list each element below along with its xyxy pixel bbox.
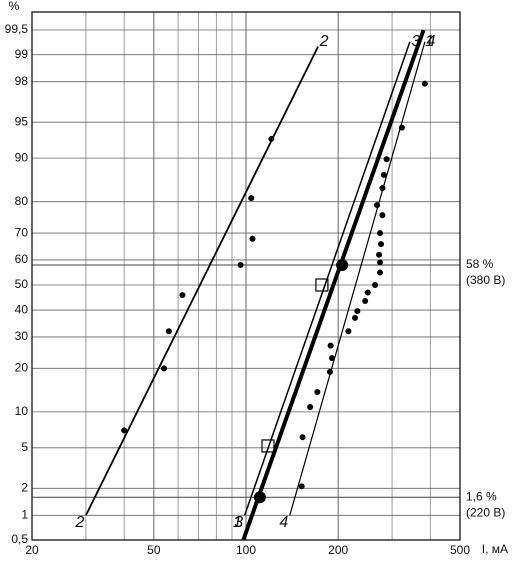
data-point	[379, 212, 386, 219]
data-point	[377, 259, 384, 266]
highlight-point	[253, 491, 266, 504]
data-point	[364, 289, 371, 296]
data-point	[377, 230, 384, 237]
highlight-point	[336, 259, 349, 272]
data-point	[165, 328, 172, 335]
data-point	[249, 235, 256, 242]
annotation: (380 В)	[466, 273, 505, 287]
data-point	[379, 185, 386, 192]
line-label: 4	[426, 33, 435, 50]
line-label: 2	[319, 33, 329, 50]
y-tick-label: 5	[21, 440, 28, 454]
data-point	[374, 202, 381, 209]
y-tick-label: 98	[15, 74, 29, 88]
y-tick-label: 2	[21, 480, 28, 494]
plot-frame	[31, 11, 461, 541]
data-point	[398, 124, 405, 131]
data-point	[248, 195, 255, 202]
y-tick-label: 60	[15, 252, 29, 266]
data-point	[377, 241, 384, 248]
data-point	[179, 291, 186, 298]
x-tick-label: 20	[25, 543, 39, 557]
data-point	[372, 282, 379, 288]
y-tick-label: 20	[15, 360, 29, 374]
square-point	[315, 278, 329, 292]
x-tick-label: 100	[236, 543, 256, 557]
y-tick-label: 30	[15, 329, 29, 343]
x-tick-label: 200	[328, 543, 348, 557]
square-point	[261, 439, 275, 453]
data-point	[161, 365, 168, 372]
y-tick-label: 90	[15, 150, 29, 164]
annotation: 58 %	[466, 257, 494, 271]
x-tick-label: 500	[450, 543, 470, 557]
line-label: 2	[74, 514, 84, 531]
y-tick-label: 70	[15, 225, 29, 239]
annotation: 1,6 %	[466, 489, 497, 503]
data-point	[352, 314, 359, 321]
data-point	[362, 297, 369, 304]
data-point	[421, 80, 428, 87]
y-tick-label: 95	[15, 114, 29, 128]
y-tick-label: 99	[15, 47, 29, 61]
line-label: 3	[411, 33, 420, 50]
y-tick-label: 99,5	[5, 22, 29, 36]
data-point	[121, 427, 128, 434]
data-point	[298, 483, 305, 490]
data-point	[326, 368, 333, 375]
data-point	[299, 434, 306, 441]
data-point	[237, 262, 244, 269]
data-point	[377, 269, 384, 276]
x-tick-label: 50	[147, 543, 161, 557]
line-label: 1	[425, 33, 434, 50]
data-point	[327, 342, 334, 349]
data-point	[383, 156, 390, 163]
y-tick-label: 40	[15, 302, 29, 316]
fit-line	[241, 29, 426, 541]
y-tick-label: 1	[21, 507, 28, 521]
x-axis-label: I, мА	[482, 542, 508, 556]
line-label: 4	[279, 514, 288, 531]
data-point	[354, 308, 361, 315]
y-tick-label: 50	[15, 277, 29, 291]
y-tick-label: 0,5	[11, 532, 28, 546]
data-point	[268, 135, 275, 142]
data-point	[345, 328, 352, 335]
data-point	[314, 388, 321, 395]
data-point	[380, 171, 387, 178]
data-point	[376, 251, 383, 258]
y-tick-label: 10	[15, 404, 29, 418]
line-label: 3	[234, 514, 243, 531]
y-axis-label: %	[9, 0, 20, 13]
fit-line	[85, 46, 319, 516]
fit-line	[289, 41, 426, 516]
data-point	[329, 355, 336, 362]
annotation: (220 В)	[466, 505, 505, 519]
line-label: 1	[233, 514, 242, 531]
data-point	[307, 403, 314, 410]
y-tick-label: 80	[15, 194, 29, 208]
